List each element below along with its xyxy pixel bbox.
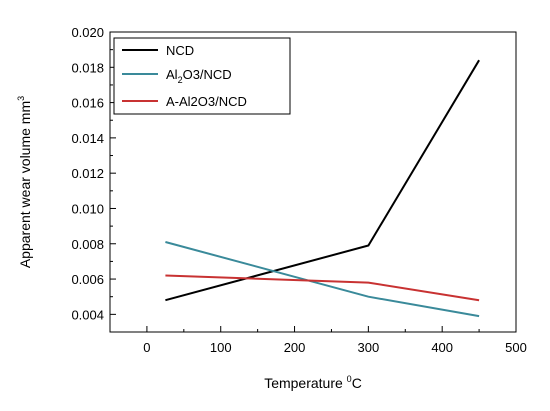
x-axis-title: Temperature 0C xyxy=(264,374,362,391)
y-tick-label: 0.004 xyxy=(71,307,104,322)
y-tick-label: 0.012 xyxy=(71,166,104,181)
y-axis-title-sup: 3 xyxy=(16,96,26,101)
x-tick-label: 300 xyxy=(358,340,380,355)
x-tick-label: 200 xyxy=(284,340,306,355)
legend-label-a-al2o3-ncd: A-Al2O3/NCD xyxy=(166,94,247,109)
series-lines xyxy=(165,59,480,318)
y-tick-label: 0.018 xyxy=(71,60,104,75)
y-axis-title-text: Apparent wear volume mm xyxy=(17,101,33,268)
x-axis-title-sup: 0 xyxy=(347,374,352,384)
axis-ticks xyxy=(109,31,517,332)
series-line-a-al2o3-ncd xyxy=(165,274,480,302)
x-tick-label: 400 xyxy=(431,340,453,355)
x-axis-title-text: Temperature xyxy=(264,375,343,391)
legend-label-al2o3-part3: O3/NCD xyxy=(183,67,232,82)
x-tick-label: 500 xyxy=(505,340,527,355)
x-axis-title-unit: C xyxy=(352,375,362,391)
series-line-ncd xyxy=(165,59,480,302)
legend: NCD Al2O3/NCD A-Al2O3/NCD xyxy=(113,37,291,115)
y-axis-title: Apparent wear volume mm3 xyxy=(16,96,33,268)
legend-label-ncd: NCD xyxy=(166,43,194,58)
legend-label-al2o3-ncd: Al2O3/NCD xyxy=(166,67,232,85)
legend-label-al2o3-part1: Al xyxy=(166,67,178,82)
y-tick-label: 0.016 xyxy=(71,96,104,111)
plot-frame xyxy=(109,31,517,333)
y-tick-label: 0.006 xyxy=(71,272,104,287)
legend-label-al2o3-sub: 2 xyxy=(178,75,183,85)
y-tick-labels: 0.004 0.006 0.008 0.010 0.012 0.014 0.016 0.018… xyxy=(71,25,104,322)
x-tick-label: 0 xyxy=(143,340,150,355)
y-tick-label: 0.014 xyxy=(71,131,104,146)
series-line-al2o3-ncd xyxy=(165,241,480,318)
y-tick-label: 0.008 xyxy=(71,237,104,252)
x-tick-labels: 0 100 200 300 400 500 xyxy=(143,340,527,355)
x-tick-label: 100 xyxy=(210,340,232,355)
y-tick-label: 0.010 xyxy=(71,201,104,216)
y-tick-label: 0.020 xyxy=(71,25,104,40)
